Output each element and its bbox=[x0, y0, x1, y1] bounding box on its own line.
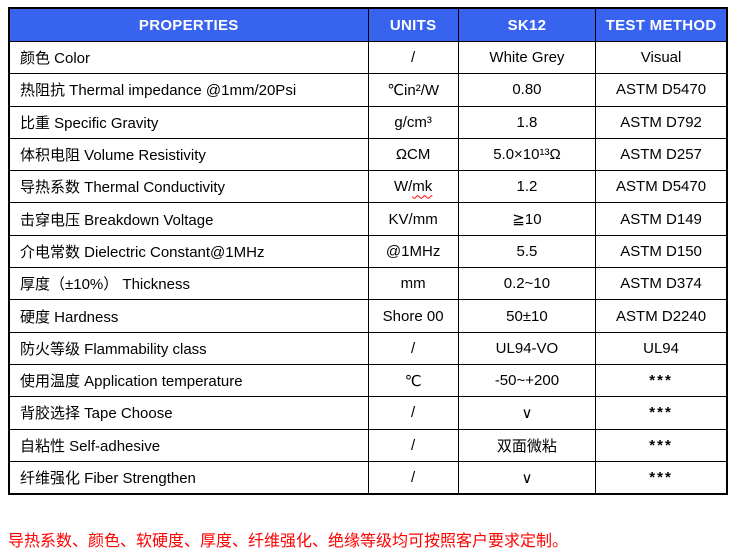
sk12-value-cell: 1.8 bbox=[457, 105, 597, 139]
sk12-value-cell: ∨ bbox=[457, 396, 597, 430]
header-units: UNITS bbox=[367, 7, 459, 42]
units-cell: / bbox=[367, 428, 459, 462]
sk12-value-cell: 0.2~10 bbox=[457, 267, 597, 301]
sk12-value-cell: 50±10 bbox=[457, 299, 597, 333]
test-method-cell: ASTM D374 bbox=[595, 267, 728, 301]
test-method-cell: ASTM D792 bbox=[595, 105, 728, 139]
table-row: 热阻抗 Thermal impedance @1mm/20Psi ℃in²/W 0.… bbox=[8, 73, 728, 107]
spellcheck-underline: mk bbox=[412, 178, 433, 196]
sk12-value-cell: 1.2 bbox=[457, 170, 597, 204]
test-method-cell: ASTM D2240 bbox=[595, 299, 728, 333]
sk12-value-cell: 0.80 bbox=[457, 73, 597, 107]
property-cell: 背胶选择 Tape Choose bbox=[8, 396, 369, 430]
header-test-method: TEST METHOD bbox=[595, 7, 728, 42]
table-row: 比重 Specific Gravity g/cm³ 1.8 ASTM D792 bbox=[8, 105, 728, 139]
test-method-cell: Visual bbox=[595, 40, 728, 75]
property-cell: 自粘性 Self-adhesive bbox=[8, 428, 369, 462]
table-row: 防火等级 Flammability class / UL94-VO UL94 bbox=[8, 331, 728, 365]
sk12-value-cell: UL94-VO bbox=[457, 331, 597, 365]
units-cell: / bbox=[367, 40, 459, 75]
units-cell: Shore 00 bbox=[367, 299, 459, 333]
property-cell: 防火等级 Flammability class bbox=[8, 331, 369, 365]
table-row: 背胶选择 Tape Choose / ∨ *** bbox=[8, 396, 728, 430]
header-row: PROPERTIES UNITS SK12 TEST METHOD bbox=[8, 7, 728, 42]
spec-table-body: 颜色 Color / White Grey Visual 热阻抗 Thermal imp… bbox=[8, 40, 728, 495]
property-cell: 导热系数 Thermal Conductivity bbox=[8, 170, 369, 204]
table-row: 使用温度 Application temperature ℃ -50~+200 *** bbox=[8, 363, 728, 398]
header-properties: PROPERTIES bbox=[8, 7, 369, 42]
sk12-value-cell: 双面微粘 bbox=[457, 428, 597, 462]
units-cell: g/cm³ bbox=[367, 105, 459, 139]
table-row: 体积电阻 Volume Resistivity ΩCM 5.0×10¹³Ω ASTM … bbox=[8, 137, 728, 172]
property-cell: 击穿电压 Breakdown Voltage bbox=[8, 202, 369, 236]
spec-table: PROPERTIES UNITS SK12 TEST METHOD 颜色 Col… bbox=[8, 7, 728, 496]
units-cell: ℃in²/W bbox=[367, 73, 459, 107]
property-cell: 热阻抗 Thermal impedance @1mm/20Psi bbox=[8, 73, 369, 107]
table-row: 自粘性 Self-adhesive / 双面微粘 *** bbox=[8, 428, 728, 462]
property-cell: 纤维强化 Fiber Strengthen bbox=[8, 460, 369, 495]
property-cell: 厚度（±10%） Thickness bbox=[8, 267, 369, 301]
sk12-value-cell: ≧10 bbox=[457, 202, 597, 236]
test-method-cell: ASTM D257 bbox=[595, 137, 728, 172]
test-method-cell: UL94 bbox=[595, 331, 728, 365]
units-cell: W/mk bbox=[367, 170, 459, 204]
customization-note: 导热系数、颜色、软硬度、厚度、纤维强化、绝缘等级均可按照客户要求定制。 bbox=[8, 533, 569, 550]
units-cell: / bbox=[367, 460, 459, 495]
sk12-value-cell: ∨ bbox=[457, 460, 597, 495]
units-cell: / bbox=[367, 331, 459, 365]
table-row: 厚度（±10%） Thickness mm 0.2~10 ASTM D374 bbox=[8, 267, 728, 301]
property-cell: 颜色 Color bbox=[8, 40, 369, 75]
property-cell: 硬度 Hardness bbox=[8, 299, 369, 333]
units-cell: KV/mm bbox=[367, 202, 459, 236]
test-method-cell: *** bbox=[595, 460, 728, 495]
spec-table-header: PROPERTIES UNITS SK12 TEST METHOD bbox=[8, 7, 728, 42]
property-cell: 比重 Specific Gravity bbox=[8, 105, 369, 139]
property-cell: 体积电阻 Volume Resistivity bbox=[8, 137, 369, 172]
units-cell: @1MHz bbox=[367, 234, 459, 269]
test-method-cell: ASTM D5470 bbox=[595, 73, 728, 107]
test-method-cell: ASTM D5470 bbox=[595, 170, 728, 204]
header-sk12: SK12 bbox=[457, 7, 597, 42]
table-row: 硬度 Hardness Shore 00 50±10 ASTM D2240 bbox=[8, 299, 728, 333]
table-row: 颜色 Color / White Grey Visual bbox=[8, 40, 728, 75]
property-cell: 介电常数 Dielectric Constant@1MHz bbox=[8, 234, 369, 269]
sk12-value-cell: 5.0×10¹³Ω bbox=[457, 137, 597, 172]
table-row: 击穿电压 Breakdown Voltage KV/mm ≧10 ASTM D149 bbox=[8, 202, 728, 236]
sk12-value-cell: 5.5 bbox=[457, 234, 597, 269]
test-method-cell: *** bbox=[595, 363, 728, 398]
units-cell: mm bbox=[367, 267, 459, 301]
test-method-cell: ASTM D149 bbox=[595, 202, 728, 236]
units-cell: ℃ bbox=[367, 363, 459, 398]
table-row: 纤维强化 Fiber Strengthen / ∨ *** bbox=[8, 460, 728, 495]
test-method-cell: ASTM D150 bbox=[595, 234, 728, 269]
table-row: 导热系数 Thermal Conductivity W/mk 1.2 ASTM D54… bbox=[8, 170, 728, 204]
table-row: 介电常数 Dielectric Constant@1MHz @1MHz 5.5 AST… bbox=[8, 234, 728, 269]
units-cell: ΩCM bbox=[367, 137, 459, 172]
sk12-value-cell: White Grey bbox=[457, 40, 597, 75]
test-method-cell: *** bbox=[595, 396, 728, 430]
property-cell: 使用温度 Application temperature bbox=[8, 363, 369, 398]
sk12-value-cell: -50~+200 bbox=[457, 363, 597, 398]
units-cell: / bbox=[367, 396, 459, 430]
test-method-cell: *** bbox=[595, 428, 728, 462]
